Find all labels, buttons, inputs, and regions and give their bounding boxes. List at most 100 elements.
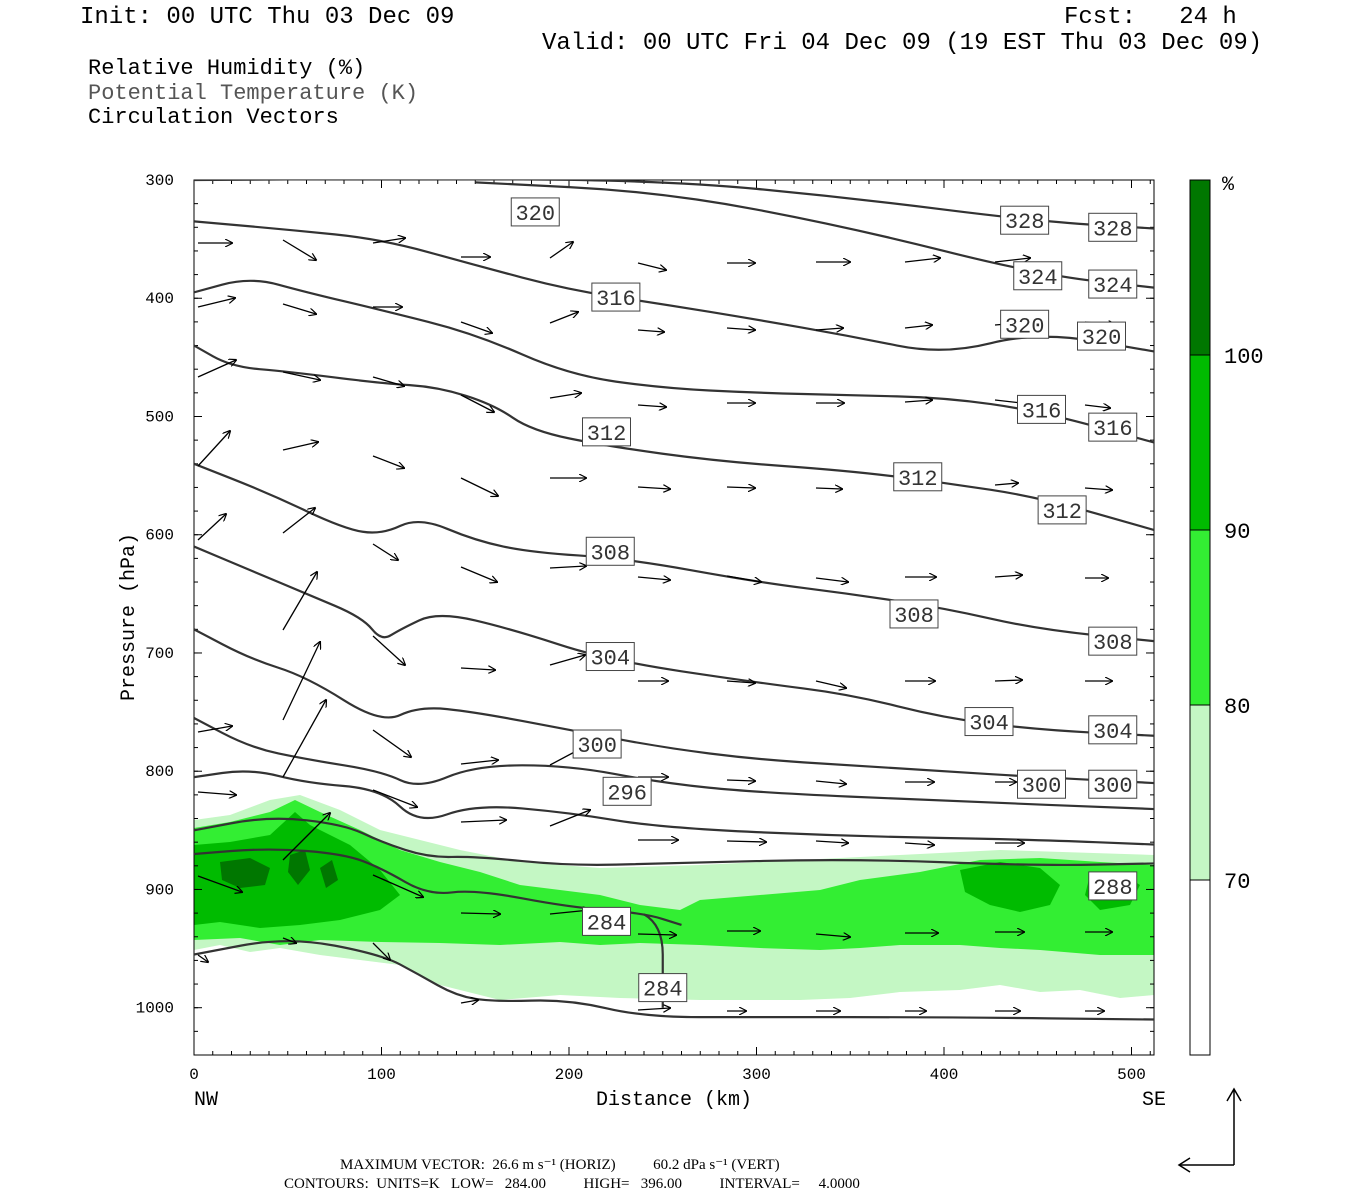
contour-label-text: 308 xyxy=(894,604,934,629)
theta-contour-284-branch xyxy=(643,913,664,1008)
circulation-vector xyxy=(994,575,1022,577)
contour-label-box xyxy=(1088,715,1138,745)
contour-label-box xyxy=(591,282,641,312)
circulation-vector xyxy=(282,938,296,943)
circulation-vector xyxy=(815,328,843,330)
contour-label: 284 xyxy=(638,973,688,1003)
y-tick-label: 400 xyxy=(145,290,174,308)
circulation-vector xyxy=(904,843,934,845)
contour-label-box xyxy=(1077,321,1126,351)
contour-label-text: 300 xyxy=(577,734,617,759)
contour-label-box xyxy=(1017,394,1066,424)
circulation-vector xyxy=(904,400,932,402)
contour-label: 300 xyxy=(1017,769,1066,799)
y-tick-label: 700 xyxy=(145,645,174,663)
circulation-vector xyxy=(726,681,755,683)
contour-label-box xyxy=(585,536,635,566)
circulation-vector xyxy=(637,487,670,489)
circulation-vector xyxy=(549,242,573,259)
rh-100-region3 xyxy=(320,860,338,888)
rh-80-region xyxy=(194,800,1154,955)
circulation-vector xyxy=(815,934,850,937)
contour-label-text: 284 xyxy=(643,978,683,1003)
contour-label: 308 xyxy=(889,599,939,629)
contour-label-text: 312 xyxy=(1042,500,1082,525)
contour-label-box xyxy=(510,197,560,227)
circulation-vector xyxy=(197,431,230,467)
circulation-vector xyxy=(637,262,666,270)
plot-frame xyxy=(193,179,1155,1056)
contour-label-text: 304 xyxy=(1093,720,1133,745)
legend-potential-temperature: Potential Temperature (K) xyxy=(88,81,419,106)
forecast-hour: Fcst: 24 h xyxy=(1064,4,1237,31)
circulation-vector xyxy=(549,810,590,827)
colorbar-swatch xyxy=(1190,880,1210,1055)
circulation-vector xyxy=(197,360,236,378)
y-tick-label: 1000 xyxy=(136,1000,174,1018)
colorbar-level-label: 100 xyxy=(1224,345,1264,370)
contour-label: 296 xyxy=(602,776,652,806)
circulation-vectors xyxy=(197,238,1115,1011)
circulation-vector xyxy=(282,442,318,451)
contour-label-text: 324 xyxy=(1018,266,1058,291)
y-tick-label: 300 xyxy=(145,172,174,190)
contour-label-box xyxy=(572,729,622,759)
theta-contour-296 xyxy=(194,717,1154,811)
x-end-label-left: NW xyxy=(194,1089,218,1112)
colorbar-frame xyxy=(1189,179,1211,1056)
circulation-vector xyxy=(282,239,316,260)
contour-label: 300 xyxy=(572,729,622,759)
circulation-vector xyxy=(815,781,846,784)
contour-label-box xyxy=(1088,269,1138,299)
circulation-vector xyxy=(460,321,492,333)
theta-contour-328 xyxy=(194,180,1154,230)
circulation-vector xyxy=(460,760,498,764)
contour-label-text: 300 xyxy=(1093,774,1133,799)
circulation-vector xyxy=(637,1008,670,1010)
contour-label: 304 xyxy=(1088,715,1138,745)
contour-labels: 320 328 328 324 324 316 320 320 316 316 312 312 312 3… xyxy=(510,197,1138,1003)
y-axis-title: Pressure (hPa) xyxy=(118,533,141,701)
contour-label-box xyxy=(582,906,631,936)
contour-label-text: 316 xyxy=(1093,417,1133,442)
contour-label: 316 xyxy=(591,282,641,312)
circulation-vector xyxy=(726,328,755,330)
circulation-vector xyxy=(460,668,495,670)
contour-label: 320 xyxy=(510,197,560,227)
theta-contour-324 xyxy=(475,181,1154,289)
circulation-vector xyxy=(815,578,848,582)
circulation-vector xyxy=(372,376,404,386)
contour-label-box xyxy=(585,642,635,672)
legend-circulation-vectors: Circulation Vectors xyxy=(88,105,339,130)
contour-label-box xyxy=(1088,626,1138,656)
colorbar-swatch xyxy=(1190,705,1210,880)
rh-90-region-east xyxy=(960,862,1060,912)
x-tick-label: 100 xyxy=(367,1066,396,1084)
contour-label: 320 xyxy=(1000,309,1050,339)
contour-label: 308 xyxy=(585,536,635,566)
circulation-vector xyxy=(460,566,497,582)
valid-time: Valid: 00 UTC Fri 04 Dec 09 (19 EST Thu … xyxy=(542,30,1263,57)
circulation-vector xyxy=(815,488,842,489)
contour-label: 300 xyxy=(1088,769,1138,799)
contour-label: 312 xyxy=(582,417,631,447)
colorbar-swatch xyxy=(1190,530,1210,705)
x-tick-label: 500 xyxy=(1117,1066,1146,1084)
colorbar-level-label: 80 xyxy=(1224,695,1250,720)
y-tick-label: 500 xyxy=(145,408,174,426)
contour-label-box xyxy=(1088,212,1138,242)
contour-label-box xyxy=(1000,205,1050,235)
circulation-vector xyxy=(815,680,846,688)
contour-label-text: 304 xyxy=(590,647,630,672)
colorbar-swatch xyxy=(1190,180,1210,355)
circulation-vector xyxy=(372,635,405,665)
theta-contour-300 xyxy=(194,628,1154,785)
contour-label-box xyxy=(1013,261,1063,291)
circulation-vector xyxy=(994,680,1022,681)
contour-label: 288 xyxy=(1088,871,1138,901)
circulation-vector xyxy=(549,655,585,666)
x-tick-label: 300 xyxy=(742,1066,771,1084)
contour-label-text: 304 xyxy=(969,712,1009,737)
contour-label-box xyxy=(1017,769,1066,799)
contour-label-box xyxy=(1088,412,1138,442)
